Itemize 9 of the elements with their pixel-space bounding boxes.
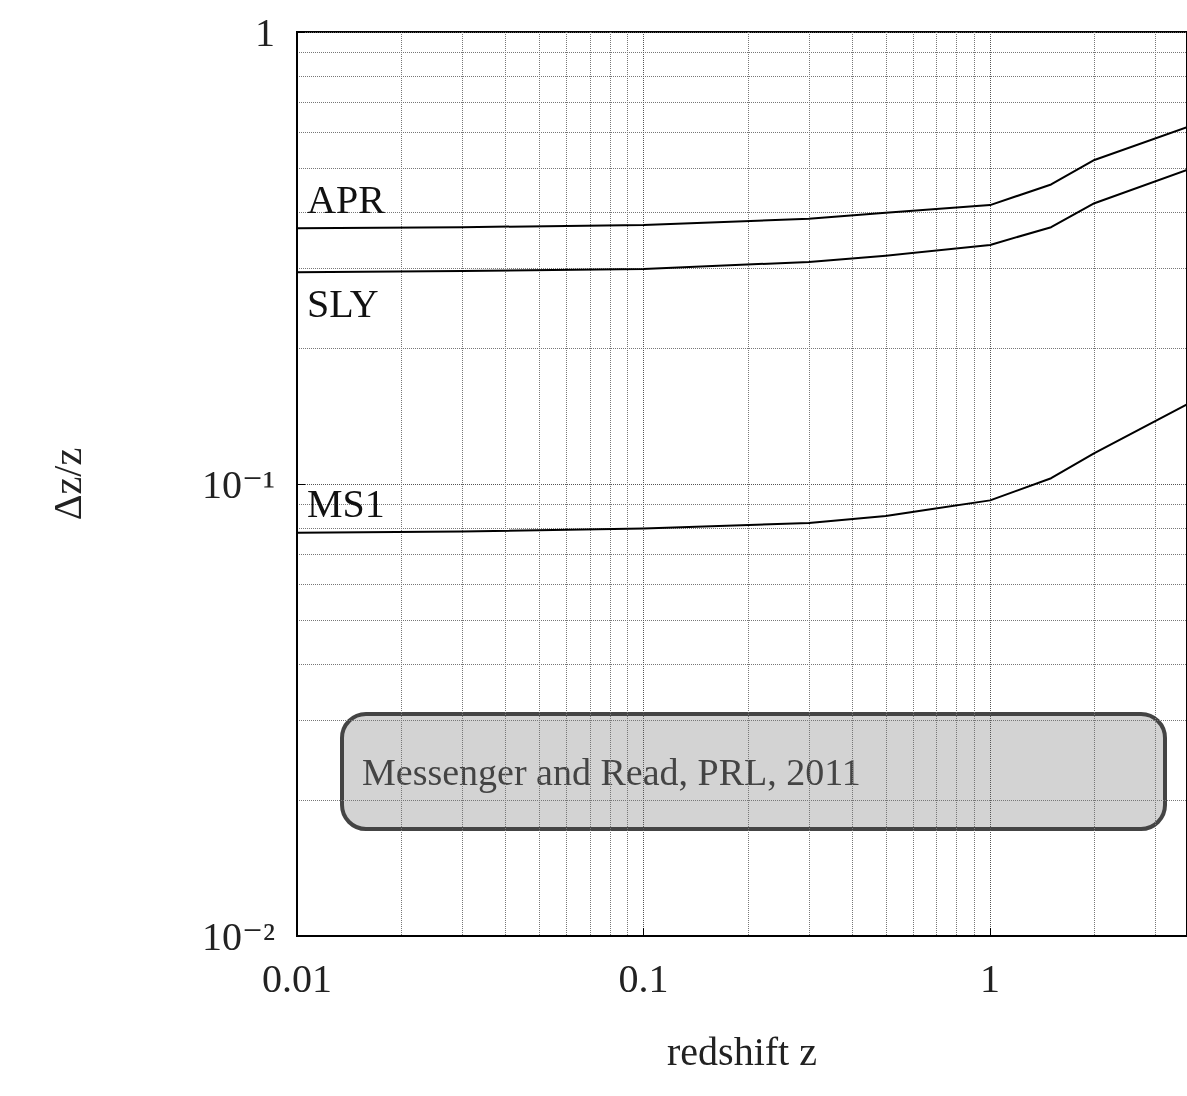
series-label: SLY bbox=[307, 280, 379, 326]
series-label: APR bbox=[307, 176, 386, 222]
series-label: MS1 bbox=[307, 481, 385, 527]
y-tick-label: 1 bbox=[255, 9, 275, 55]
x-tick-label: 1 bbox=[980, 955, 1001, 1001]
y-axis-title: Δz/z bbox=[44, 447, 90, 521]
y-tick-label: 10⁻¹ bbox=[201, 461, 275, 507]
x-tick-label: 0.1 bbox=[618, 955, 669, 1001]
x-axis-title: redshift z bbox=[667, 1028, 817, 1074]
